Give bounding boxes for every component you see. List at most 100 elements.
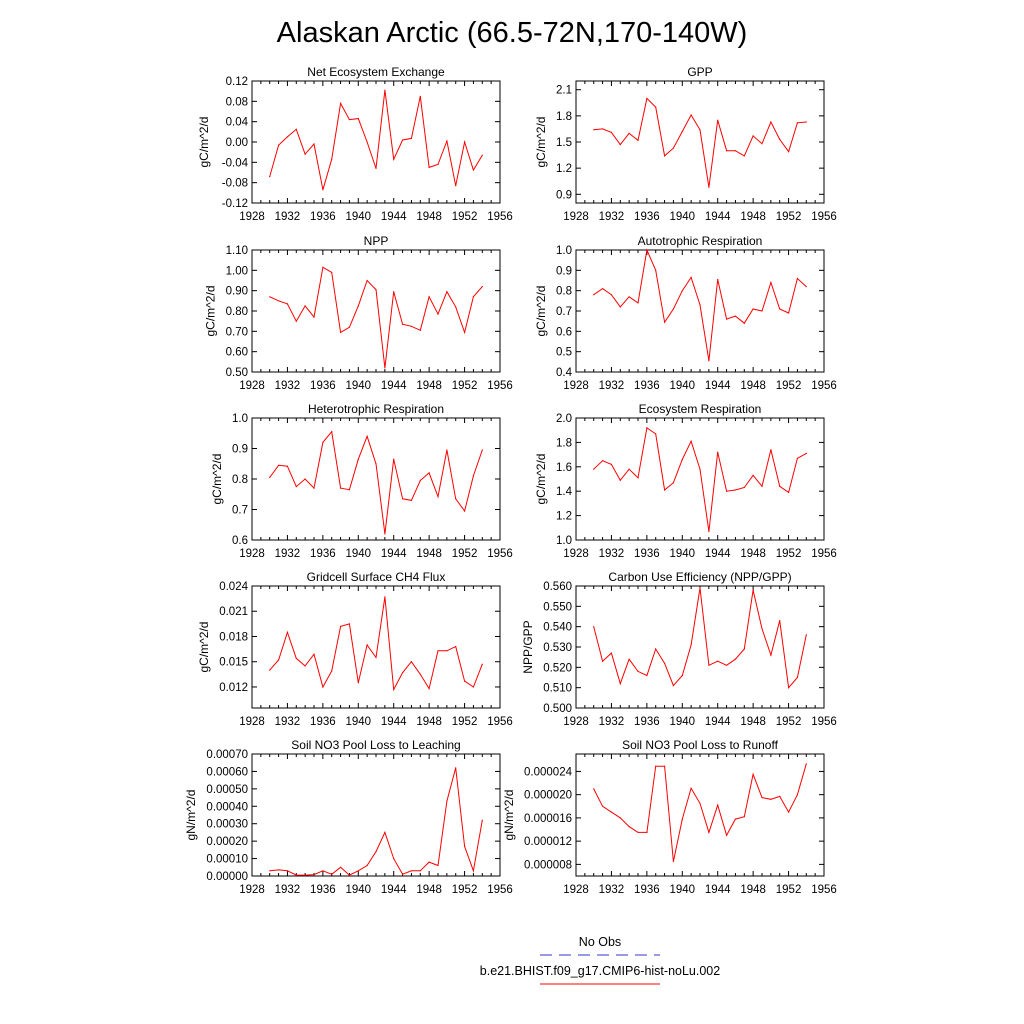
y-tick-label: 1.2: [556, 511, 572, 523]
series-line: [593, 587, 807, 689]
data-point: [770, 654, 772, 656]
x-tick-label: 1936: [310, 211, 336, 223]
data-point: [761, 797, 763, 799]
plot-frame: [251, 585, 501, 709]
data-point: [752, 589, 754, 591]
data-point: [419, 95, 421, 97]
data-point: [646, 674, 648, 677]
data-point: [410, 325, 412, 327]
data-point: [664, 489, 666, 491]
data-point: [602, 660, 604, 662]
x-tick-label: 1948: [740, 211, 766, 223]
data-point: [348, 119, 350, 121]
data-point: [304, 305, 306, 307]
data-point: [610, 131, 613, 133]
data-point: [286, 465, 288, 467]
x-tick-label: 1944: [381, 380, 407, 392]
legend-label-no-obs: No Obs: [579, 935, 621, 949]
data-point: [375, 289, 377, 291]
data-point: [384, 596, 386, 598]
data-point: [610, 294, 613, 296]
data-point: [602, 805, 604, 807]
x-tick-label: 1932: [599, 548, 625, 560]
data-point: [402, 323, 404, 325]
data-point: [628, 296, 630, 298]
data-point: [805, 121, 807, 123]
data-point: [708, 530, 710, 533]
data-point: [428, 861, 430, 863]
data-point: [366, 279, 368, 282]
data-point: [313, 874, 315, 876]
y-axis-label: gC/m^2/d: [534, 286, 548, 337]
data-point: [481, 286, 483, 288]
data-point: [278, 869, 280, 871]
x-tick-label: 1928: [239, 380, 265, 392]
data-point: [419, 479, 421, 482]
data-point: [357, 118, 359, 120]
data-point: [348, 489, 350, 491]
plot-frame: [575, 585, 825, 709]
data-point: [348, 874, 350, 876]
data-point: [295, 657, 297, 660]
data-point: [726, 834, 728, 836]
data-point: [779, 620, 781, 622]
data-point: [322, 870, 324, 872]
data-point: [593, 468, 595, 470]
data-point: [393, 458, 395, 460]
data-point: [796, 676, 799, 679]
data-point: [446, 291, 448, 293]
x-tick-label: 1928: [563, 211, 589, 223]
chart-panel: Soil NO3 Pool Loss to Runoff 1928 1932 1936…: [502, 738, 837, 896]
data-point: [805, 634, 807, 636]
data-point: [690, 644, 692, 646]
y-tick-label: 0.7: [232, 505, 248, 517]
y-tick-label: 0.50: [226, 367, 248, 379]
data-point: [602, 128, 604, 130]
panel-grid: Net Ecosystem Exchange 1928 1932 1936 1940 19…: [184, 65, 837, 896]
y-tick-label: -0.04: [222, 157, 249, 169]
y-axis-label: gC/m^2/d: [534, 454, 548, 505]
panel-title: Carbon Use Efficiency (NPP/GPP): [608, 570, 791, 584]
data-point: [286, 631, 288, 633]
data-point: [348, 326, 350, 328]
data-point: [428, 166, 430, 168]
x-tick-label: 1940: [345, 211, 371, 223]
data-point: [602, 460, 604, 462]
data-point: [402, 139, 404, 141]
x-tick-label: 1928: [239, 548, 265, 560]
x-tick-label: 1932: [599, 211, 625, 223]
x-tick-label: 1928: [563, 548, 589, 560]
data-point: [446, 449, 448, 451]
data-point: [770, 281, 772, 284]
data-point: [619, 479, 621, 481]
data-point: [393, 158, 395, 160]
data-point: [646, 249, 648, 251]
data-point: [593, 626, 595, 628]
plot-frame: [575, 80, 825, 204]
y-tick-label: 0.000024: [524, 766, 573, 778]
panel-title: Ecosystem Respiration: [639, 402, 762, 416]
data-point: [690, 787, 692, 789]
data-point: [366, 644, 368, 646]
data-point: [619, 817, 621, 819]
data-point: [699, 468, 701, 470]
data-point: [419, 329, 421, 331]
data-point: [752, 308, 754, 310]
data-point: [269, 176, 271, 178]
x-tick-label: 1952: [776, 548, 802, 560]
data-point: [286, 870, 288, 872]
plot-frame: [251, 753, 501, 877]
y-tick-label: 1.10: [226, 245, 248, 257]
y-tick-label: -0.12: [222, 198, 248, 210]
x-tick-label: 1932: [275, 380, 301, 392]
y-tick-label: 0.12: [226, 76, 248, 88]
data-point: [322, 266, 324, 268]
x-tick-label: 1956: [487, 716, 513, 728]
data-point: [734, 315, 737, 317]
data-point: [366, 141, 368, 143]
panel-title: Soil NO3 Pool Loss to Leaching: [291, 738, 460, 752]
series-line: [269, 596, 483, 692]
data-point: [690, 440, 692, 442]
data-point: [726, 664, 728, 666]
x-tick-label: 1928: [239, 884, 265, 896]
